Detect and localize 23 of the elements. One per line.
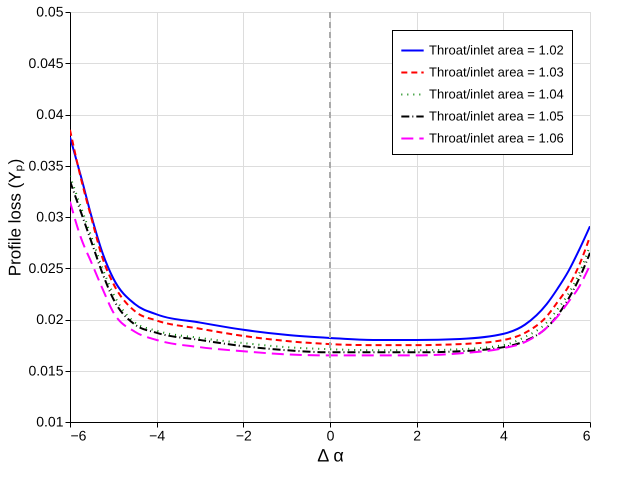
y-tick-label: 0.03 [36,208,64,224]
x-tick-label: 2 [413,428,422,444]
y-tick-label: 0.015 [28,362,64,378]
x-tick-label: −4 [149,428,166,444]
y-tick-label: 0.025 [28,260,64,276]
x-tick-label: −6 [70,428,87,444]
x-tick-label: −2 [236,428,252,444]
y-tick-label: 0.045 [28,54,64,71]
x-tick-label: 0 [326,428,335,444]
x-tick-label: 4 [500,428,508,444]
x-tick-label: 6 [582,428,591,444]
y-tick-label: 0.05 [36,4,64,20]
y-tick-label: 0.01 [36,414,64,430]
x-axis-title: Δ α [317,446,344,466]
legend-label: Throat/inlet area = 1.04 [429,86,564,102]
legend-label: Throat/inlet area = 1.03 [429,64,564,80]
y-tick-label: 0.035 [28,157,64,174]
y-tick-label: 0.04 [36,106,64,122]
y-tick-label: 0.02 [36,311,64,327]
legend-label: Throat/inlet area = 1.02 [429,42,564,58]
legend-label: Throat/inlet area = 1.06 [429,130,564,146]
legend-label: Throat/inlet area = 1.05 [429,108,564,124]
y-axis-title: Profile loss (Yₚ) [5,158,26,276]
